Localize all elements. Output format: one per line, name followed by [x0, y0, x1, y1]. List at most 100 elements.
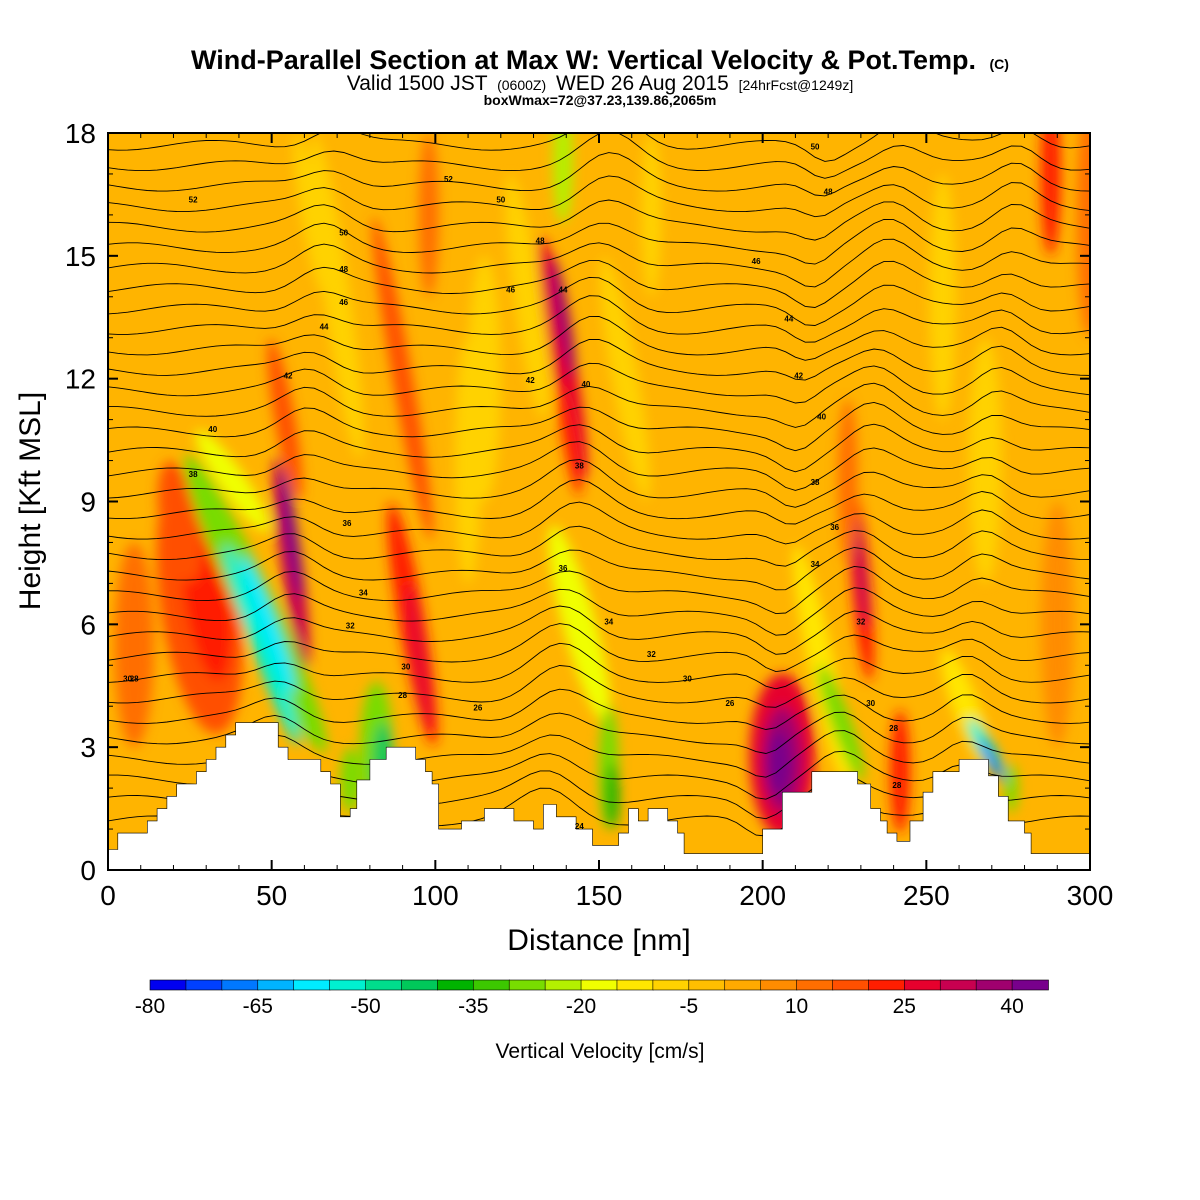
theta-contour [108, 238, 1090, 288]
valid-z: (0600Z) [497, 77, 546, 93]
vertical-velocity-cell [114, 542, 154, 748]
colorbar-swatch [1011, 979, 1049, 991]
colorbar-swatch [329, 979, 367, 991]
theta-contour [108, 133, 1090, 162]
colorbar-tick-label: -65 [243, 995, 273, 1018]
y-tick-label: 9 [80, 487, 96, 518]
contour-label: 40 [817, 413, 826, 422]
contour-label: 52 [444, 175, 453, 184]
contour-label: 48 [824, 187, 833, 196]
vertical-velocity-cell [767, 730, 791, 797]
colorbar-swatch [257, 979, 295, 991]
contour-label: 42 [284, 372, 293, 381]
colorbar-swatch [939, 979, 977, 991]
vertical-velocity-cell [853, 513, 869, 629]
contour-label: 40 [581, 380, 590, 389]
terrain-mask [108, 722, 1090, 870]
vertical-velocity-cell [418, 133, 439, 297]
contour-label: 36 [830, 523, 839, 532]
contour-label: 48 [536, 237, 545, 246]
vertical-velocity-cell [406, 584, 432, 731]
vertical-velocity-cell [605, 763, 619, 830]
contour-label: 38 [811, 478, 820, 487]
vertical-velocity-cell [505, 175, 549, 419]
colorbar-tick-label: -80 [135, 995, 165, 1018]
colorbar-swatch [149, 979, 187, 991]
contour-label: 28 [398, 691, 407, 700]
colorbar-swatch [975, 979, 1013, 991]
theta-contour [108, 260, 1090, 308]
contour-label: 30 [401, 662, 410, 671]
vertical-velocity-cell [372, 217, 433, 540]
theta-contour [108, 565, 1090, 615]
theta-contour [108, 501, 1090, 545]
contour-label: 44 [559, 286, 568, 295]
title-copyright: (C) [990, 56, 1009, 72]
contour-label: 46 [506, 286, 515, 295]
vertical-velocity-cell [310, 134, 364, 459]
theta-contour [108, 219, 1090, 265]
x-tick-label: 200 [739, 880, 786, 911]
colorbar-tick-label: -50 [350, 995, 380, 1018]
theta-contour [108, 459, 1090, 508]
colorbar-swatch [760, 979, 798, 991]
contour-label: 32 [856, 617, 865, 626]
colorbar-tick-label: 40 [1000, 995, 1023, 1018]
title-main: Wind-Parallel Section at Max W: Vertical… [191, 45, 976, 75]
contour-label: 50 [496, 196, 505, 205]
colorbar-swatch [293, 979, 331, 991]
contour-label: 30 [683, 675, 692, 684]
colorbar-swatch [796, 979, 834, 991]
contour-label: 34 [811, 560, 820, 569]
theta-contour [108, 276, 1090, 326]
x-tick-label: 50 [256, 880, 287, 911]
contour-label: 32 [346, 621, 355, 630]
vertical-velocity-cell [1040, 501, 1074, 748]
theta-contour [108, 605, 1090, 655]
theta-contour [108, 547, 1090, 591]
vertical-velocity-cell [1076, 133, 1090, 338]
contour-label: 40 [208, 425, 217, 434]
vertical-velocity-cell [468, 255, 501, 502]
box-wmax-text: boxWmax=72@37.23,139.86,2065m [484, 92, 717, 108]
contour-label: 42 [794, 372, 803, 381]
x-tick-label: 300 [1067, 880, 1114, 911]
vertical-velocity-cell [929, 173, 956, 420]
theta-contour [108, 525, 1090, 567]
x-tick-label: 150 [576, 880, 623, 911]
theta-contour [108, 587, 1090, 636]
x-tick-label: 0 [100, 880, 116, 911]
theta-contour [108, 152, 1090, 197]
x-tick-label: 250 [903, 880, 950, 911]
chart-title: Wind-Parallel Section at Max W: Vertical… [191, 45, 1009, 75]
vertical-velocity-cell [293, 134, 329, 296]
theta-contour [108, 688, 1090, 730]
vertical-velocity-cell [641, 133, 662, 297]
theta-contour [108, 382, 1090, 428]
contour-label: 30 [123, 675, 132, 684]
contour-label: 32 [647, 650, 656, 659]
contour-label: 30 [866, 699, 875, 708]
contour-label: 38 [189, 470, 198, 479]
contour-label: 28 [130, 675, 139, 684]
valid-time: Valid 1500 JST [347, 72, 488, 95]
contour-label: 48 [339, 265, 348, 274]
chart-subtitle: Valid 1500 JST (0600Z) WED 26 Aug 2015 [… [347, 72, 853, 95]
contour-label: 34 [604, 617, 613, 626]
theta-contour [108, 362, 1090, 404]
colorbar-tick-label: 10 [785, 995, 808, 1018]
theta-contour [108, 423, 1090, 473]
theta-contour [108, 338, 1090, 381]
colorbar-swatch [652, 979, 690, 991]
forecast-info: [24hrFcst@1249z] [739, 77, 854, 93]
plot-area: 2830384042444648505236343230282624263032… [108, 133, 1090, 870]
vertical-velocity-cell [978, 738, 1005, 781]
vertical-velocity-cell [195, 430, 270, 532]
colorbar-swatch [580, 979, 618, 991]
x-tick-label: 100 [412, 880, 459, 911]
y-tick-label: 3 [80, 732, 96, 763]
colorbar-tick-label: -20 [566, 995, 596, 1018]
theta-contour [108, 199, 1090, 241]
colorbar-swatch [437, 979, 475, 991]
colorbar-tick-label: -5 [679, 995, 698, 1018]
